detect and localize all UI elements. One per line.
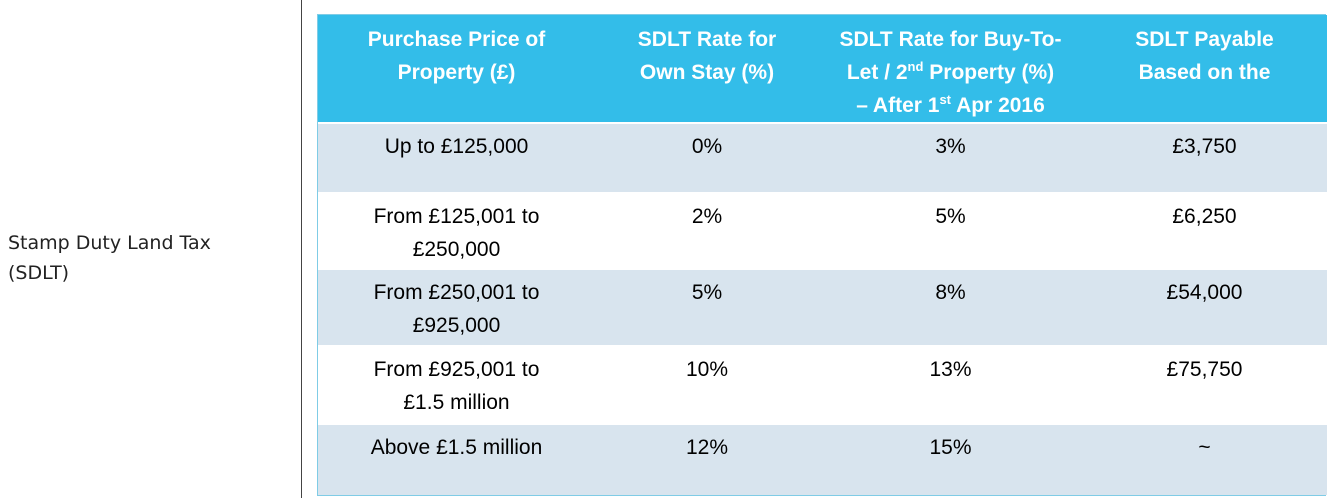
cell-btl-rate: 8% — [819, 268, 1082, 346]
cell-price: From £925,001 to £1.5 million — [318, 345, 595, 424]
cell-own-rate: 10% — [595, 345, 819, 424]
header-text-part: Let / 2 — [846, 61, 908, 84]
table-header-row: Purchase Price of Property (£) SDLT Rate… — [318, 15, 1327, 123]
header-text: Based on the — [1138, 61, 1271, 84]
row-label: Stamp Duty Land Tax (SDLT) — [8, 228, 268, 288]
cell-btl-rate: 15% — [819, 423, 1082, 495]
cell-text: Up to £125,000 — [384, 135, 529, 158]
header-text: SDLT Payable — [1135, 28, 1274, 51]
cell-text: £1.5 million — [403, 391, 510, 414]
header-sdlt-payable: SDLT Payable Based on the — [1082, 15, 1327, 123]
cell-payable: £54,000 — [1082, 268, 1327, 346]
header-text: Let / 2nd Property (%) — [825, 56, 1076, 89]
header-own-stay-rate: SDLT Rate for Own Stay (%) — [595, 15, 819, 123]
cell-text: Above £1.5 million — [370, 436, 543, 459]
cell-text: From £250,001 to — [373, 281, 540, 304]
header-text: SDLT Rate for Buy-To- — [839, 28, 1062, 51]
cell-text: From £925,001 to — [373, 358, 540, 381]
table-row: From £125,001 to £250,000 2% 5% £6,250 — [318, 192, 1327, 269]
cell-text: £925,000 — [412, 314, 501, 337]
cell-own-rate: 5% — [595, 268, 819, 346]
row-label-line1: Stamp Duty Land Tax — [8, 232, 211, 254]
cell-own-rate: 0% — [595, 122, 819, 193]
cell-price: From £250,001 to £925,000 — [318, 268, 595, 346]
header-text: Purchase Price of — [367, 28, 546, 51]
header-btl-rate: SDLT Rate for Buy-To- Let / 2nd Property… — [819, 15, 1082, 123]
sdlt-rate-table: Purchase Price of Property (£) SDLT Rate… — [318, 15, 1327, 495]
header-purchase-price: Purchase Price of Property (£) — [318, 15, 595, 123]
cell-btl-rate: 5% — [819, 192, 1082, 269]
cell-btl-rate: 3% — [819, 122, 1082, 193]
cell-own-rate: 12% — [595, 423, 819, 495]
row-label-line2: (SDLT) — [8, 262, 70, 284]
cell-text: From £125,001 to — [373, 205, 540, 228]
cell-payable: £3,750 — [1082, 122, 1327, 193]
cell-own-rate: 2% — [595, 192, 819, 269]
cell-price: Up to £125,000 — [318, 122, 595, 193]
cell-btl-rate: 13% — [819, 345, 1082, 424]
row-label-cell: Stamp Duty Land Tax (SDLT) — [0, 0, 301, 498]
cell-payable: £75,750 — [1082, 345, 1327, 424]
cell-price: Above £1.5 million — [318, 423, 595, 495]
cell-text: £250,000 — [412, 238, 501, 261]
header-text: Property (£) — [397, 61, 516, 84]
cell-payable: £6,250 — [1082, 192, 1327, 269]
table-row: From £925,001 to £1.5 million 10% 13% £7… — [318, 345, 1327, 424]
cell-payable: ~ — [1082, 423, 1327, 495]
header-text-part: Property (%) — [923, 61, 1055, 84]
superscript: nd — [907, 59, 924, 74]
header-text: SDLT Rate for — [637, 28, 777, 51]
header-text: – After 1st Apr 2016 — [825, 89, 1076, 122]
header-text-part: – After 1 — [856, 94, 940, 117]
header-text: Own Stay (%) — [639, 61, 775, 84]
column-divider — [301, 0, 302, 498]
cell-price: From £125,001 to £250,000 — [318, 192, 595, 269]
table-row: From £250,001 to £925,000 5% 8% £54,000 — [318, 268, 1327, 346]
table-row: Up to £125,000 0% 3% £3,750 — [318, 122, 1327, 193]
superscript: st — [939, 92, 952, 107]
header-text-part: Apr 2016 — [951, 94, 1045, 117]
sdlt-table: Purchase Price of Property (£) SDLT Rate… — [317, 14, 1327, 496]
table-row: Above £1.5 million 12% 15% ~ — [318, 423, 1327, 495]
